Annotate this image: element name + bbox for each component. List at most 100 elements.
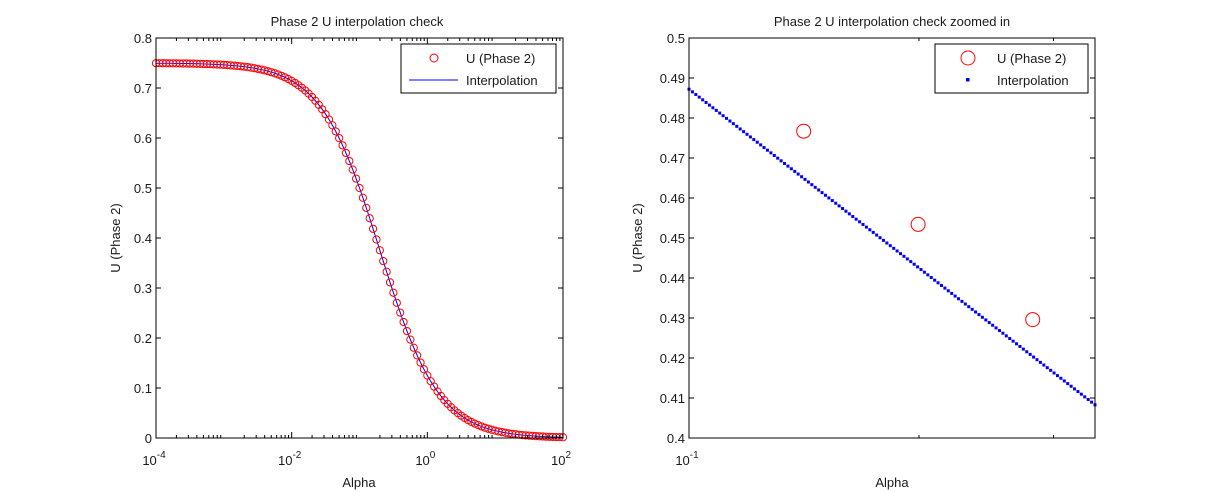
interpolation-dot	[1066, 382, 1070, 386]
interpolation-dot	[878, 236, 882, 240]
y-tick-label: 0.8	[134, 31, 152, 46]
u-phase2-point	[402, 326, 412, 336]
right-legend-box	[934, 43, 1089, 94]
interpolation-dot	[984, 318, 988, 322]
interpolation-dot	[946, 289, 950, 293]
interpolation-dot	[748, 135, 752, 139]
u-phase2-point	[419, 365, 429, 374]
interpolation-dot	[817, 188, 821, 192]
u-phase2-point	[368, 224, 378, 233]
interpolation-dot	[796, 172, 800, 176]
interpolation-dot	[957, 297, 961, 301]
interpolation-dot	[1059, 376, 1063, 380]
interpolation-dot	[728, 119, 732, 123]
interpolation-dot	[701, 98, 705, 102]
interpolation-dot	[803, 177, 807, 181]
interpolation-dot	[851, 215, 855, 218]
interpolation-dot	[793, 169, 797, 173]
interpolation-dot	[1062, 379, 1066, 383]
y-tick-label: 0.3	[134, 281, 152, 296]
u-phase2-point	[341, 148, 351, 158]
interpolation-dot	[1035, 358, 1039, 362]
interpolation-dot	[997, 329, 1001, 333]
interpolation-dot	[991, 323, 995, 327]
interpolation-dot	[1069, 384, 1073, 388]
u-phase2-point	[910, 216, 926, 232]
u-phase2-point	[355, 183, 364, 193]
interpolation-dot	[970, 307, 974, 311]
left-y-tick-labels: 0 0.1 0.2 0.3 0.4 0.5 0.6 0.7 0.8	[134, 31, 563, 446]
interpolation-dot	[1052, 371, 1056, 375]
interpolation-dot	[953, 294, 957, 298]
interpolation-dot	[1025, 350, 1029, 354]
interpolation-dot	[776, 156, 780, 160]
interpolation-dot	[690, 90, 694, 94]
interpolation-dot	[1090, 400, 1094, 404]
u-phase2-point	[352, 174, 361, 183]
u-phase2-point	[335, 134, 344, 143]
y-tick-label: 0.4	[134, 231, 152, 246]
u-phase2-point	[328, 121, 337, 130]
right-x-axis-label: Alpha	[875, 475, 909, 490]
right-y-tick-labels: 0.4 0.41 0.42 0.43 0.44 0.45 0.46 0.47 0.48 0.49 0…	[660, 31, 1095, 446]
interpolation-dot	[854, 217, 858, 221]
interpolation-dot	[1079, 392, 1083, 396]
u-phase2-point	[399, 317, 408, 327]
interpolation-dot	[707, 103, 711, 107]
y-tick-label: 0	[145, 431, 152, 446]
x-tick-label: 10-4	[142, 450, 166, 468]
x-tick-label: 100	[415, 450, 435, 468]
interpolation-dot	[987, 321, 991, 325]
u-phase2-point	[389, 288, 398, 297]
u-phase2-point	[362, 203, 371, 212]
interpolation-dot	[810, 183, 814, 187]
interpolation-dot	[974, 310, 978, 314]
interpolation-dot	[837, 204, 841, 208]
u-phase2-point	[375, 246, 384, 255]
interpolation-dot	[1045, 366, 1049, 370]
interpolation-dot	[783, 161, 787, 165]
y-tick-label: 0.2	[134, 331, 152, 346]
y-tick-label: 0.45	[660, 231, 685, 246]
interpolation-dot	[718, 111, 722, 115]
u-phase2-point	[796, 123, 812, 139]
interpolation-dot	[759, 143, 763, 147]
interpolation-dot	[950, 291, 954, 295]
x-tick-label: 102	[551, 450, 571, 468]
interpolation-dot	[731, 122, 735, 126]
y-tick-label: 0.5	[134, 181, 152, 196]
left-x-axis-label: Alpha	[342, 475, 376, 490]
interpolation-dot	[933, 278, 937, 282]
y-tick-label: 0.43	[660, 311, 685, 326]
interpolation-dot	[967, 305, 971, 309]
left-chart-title: Phase 2 U interpolation check	[271, 14, 444, 29]
interpolation-dot	[714, 108, 718, 112]
interpolation-dot	[980, 315, 984, 319]
u-phase2-point	[392, 298, 401, 307]
interpolation-dot	[1083, 395, 1087, 399]
interpolation-dot	[806, 180, 810, 184]
y-tick-label: 0.41	[660, 391, 685, 406]
interpolation-dot	[1001, 331, 1005, 335]
u-phase2-point	[365, 214, 374, 223]
interpolation-dot	[916, 265, 920, 269]
u-phase2-point	[348, 165, 357, 174]
interpolation-dot	[847, 212, 851, 216]
interpolation-dot	[725, 116, 729, 120]
interpolation-dot	[769, 151, 773, 155]
y-tick-label: 0.7	[134, 81, 152, 96]
interpolation-dot	[926, 273, 930, 277]
interpolation-dot	[977, 313, 981, 317]
interpolation-dot	[905, 257, 909, 261]
interpolation-dot	[919, 268, 923, 272]
interpolation-dot	[1032, 355, 1036, 359]
interpolation-dot	[745, 132, 749, 136]
y-tick-label: 0.4	[667, 431, 685, 446]
u-phase2-point	[358, 193, 367, 202]
interpolation-dot	[871, 230, 875, 234]
u-phase2-point	[338, 141, 347, 150]
left-legend: U (Phase 2) Interpolation	[400, 43, 557, 94]
interpolation-dot	[772, 154, 776, 157]
interpolation-dot	[742, 130, 746, 134]
left-legend-marker-u-phase2	[429, 53, 439, 63]
